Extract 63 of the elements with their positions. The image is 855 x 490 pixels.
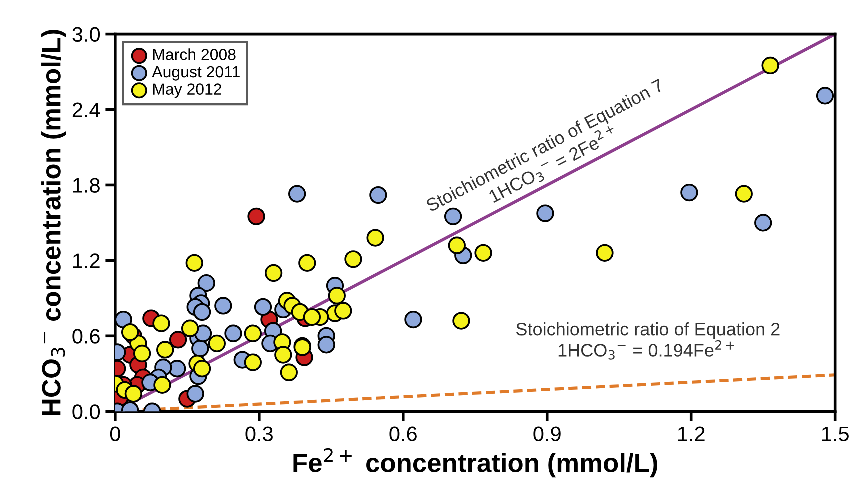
point — [248, 208, 266, 226]
y-tick-label: 0.0 — [72, 404, 100, 420]
point — [404, 310, 422, 329]
point — [186, 385, 204, 403]
point — [344, 250, 362, 268]
x-tick-label: 0.6 — [390, 426, 417, 442]
point — [244, 354, 262, 372]
y-tick-label: 3.0 — [72, 27, 100, 42]
point — [214, 297, 232, 315]
y-tick-label: 1.8 — [73, 178, 100, 193]
point — [224, 324, 242, 342]
point — [328, 287, 346, 305]
point — [318, 336, 336, 354]
point — [680, 184, 698, 202]
point — [154, 376, 172, 394]
point — [452, 312, 470, 330]
point — [152, 314, 170, 332]
point — [121, 324, 140, 342]
point — [448, 236, 466, 254]
legend-label: May 2012 — [153, 84, 222, 98]
point — [198, 274, 216, 292]
point — [208, 334, 226, 353]
point — [124, 385, 142, 403]
point — [193, 360, 212, 378]
point — [254, 298, 272, 316]
point — [334, 302, 352, 320]
point — [762, 56, 780, 75]
point — [298, 254, 316, 272]
point — [181, 320, 200, 338]
x-tick-label: 0.3 — [246, 426, 273, 442]
annotation: Stoichiometric ratio of Equation 2 1HCO$_{3}$$^{−}$ = 0.194Fe$^{2+}$ — [516, 322, 780, 360]
point — [370, 186, 388, 204]
point — [735, 185, 753, 203]
point — [244, 324, 262, 342]
point — [288, 185, 306, 203]
legend-label: March 2008 — [153, 48, 236, 60]
point — [536, 204, 554, 222]
x-tick-label: 0.9 — [534, 426, 561, 442]
point — [169, 331, 188, 349]
point — [303, 308, 322, 326]
point — [596, 244, 614, 262]
point — [133, 344, 152, 363]
x-tick-label: 1.2 — [678, 426, 705, 442]
y-tick-label: 1.2 — [73, 254, 100, 268]
point — [186, 254, 204, 272]
point — [156, 341, 174, 359]
x-tick-label: 1.5 — [822, 426, 849, 442]
x-tick-label: 0 — [110, 426, 120, 442]
y-axis-title: HCO$_{3}$$^{−}$ concentration (mmol/L) — [42, 30, 66, 416]
point — [274, 346, 292, 364]
legend-label: August 2011 — [152, 66, 240, 81]
point — [280, 364, 298, 382]
point — [366, 229, 384, 247]
point — [192, 340, 210, 358]
y-tick-label: 2.4 — [72, 102, 100, 118]
y-tick-label: 0.6 — [72, 329, 100, 344]
point — [816, 87, 834, 105]
point — [193, 303, 212, 322]
point — [754, 214, 772, 232]
point — [115, 310, 132, 329]
x-axis-title: Fe$^{2+}$ concentration (mmol/L) — [294, 448, 658, 478]
point — [474, 244, 492, 262]
point — [264, 264, 283, 282]
